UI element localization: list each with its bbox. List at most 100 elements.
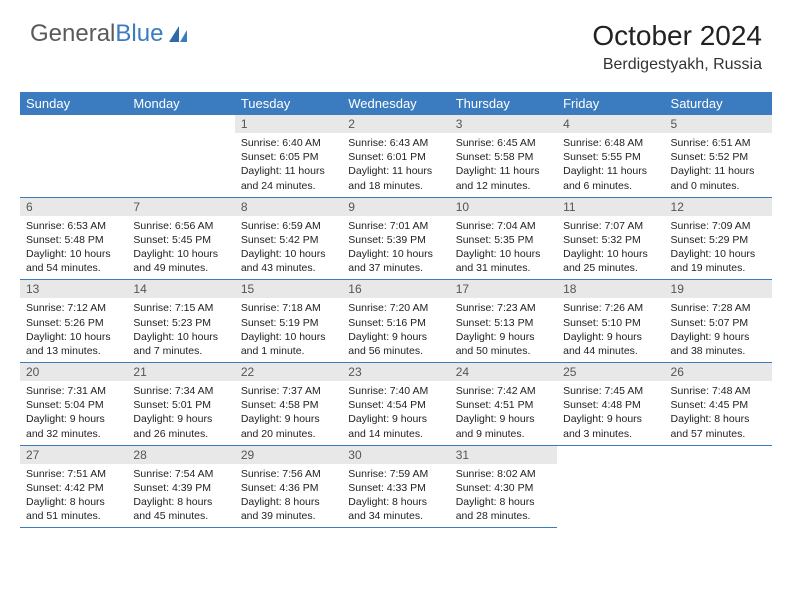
- calendar-day-cell: 28Sunrise: 7:54 AMSunset: 4:39 PMDayligh…: [127, 445, 234, 528]
- day-detail: Sunrise: 7:12 AMSunset: 5:26 PMDaylight:…: [20, 298, 127, 362]
- calendar-day-cell: 22Sunrise: 7:37 AMSunset: 4:58 PMDayligh…: [235, 363, 342, 446]
- day-detail: Sunrise: 7:56 AMSunset: 4:36 PMDaylight:…: [235, 464, 342, 528]
- day-detail: Sunrise: 7:42 AMSunset: 4:51 PMDaylight:…: [450, 381, 557, 445]
- weekday-header: Monday: [127, 92, 234, 115]
- calendar-day-cell: 29Sunrise: 7:56 AMSunset: 4:36 PMDayligh…: [235, 445, 342, 528]
- day-detail: Sunrise: 7:37 AMSunset: 4:58 PMDaylight:…: [235, 381, 342, 445]
- calendar-day-cell: 21Sunrise: 7:34 AMSunset: 5:01 PMDayligh…: [127, 363, 234, 446]
- calendar-empty-cell: [127, 115, 234, 197]
- logo-sail-icon: [167, 24, 191, 44]
- day-number: 26: [665, 363, 772, 381]
- calendar-day-cell: 18Sunrise: 7:26 AMSunset: 5:10 PMDayligh…: [557, 280, 664, 363]
- day-detail: Sunrise: 6:48 AMSunset: 5:55 PMDaylight:…: [557, 133, 664, 197]
- day-detail: Sunrise: 6:45 AMSunset: 5:58 PMDaylight:…: [450, 133, 557, 197]
- day-detail: Sunrise: 7:26 AMSunset: 5:10 PMDaylight:…: [557, 298, 664, 362]
- weekday-header: Sunday: [20, 92, 127, 115]
- day-number: 3: [450, 115, 557, 133]
- calendar-day-cell: 4Sunrise: 6:48 AMSunset: 5:55 PMDaylight…: [557, 115, 664, 197]
- calendar-week-row: 27Sunrise: 7:51 AMSunset: 4:42 PMDayligh…: [20, 445, 772, 528]
- day-number: 8: [235, 198, 342, 216]
- day-number: 28: [127, 446, 234, 464]
- calendar-body: 1Sunrise: 6:40 AMSunset: 6:05 PMDaylight…: [20, 115, 772, 528]
- calendar-day-cell: 9Sunrise: 7:01 AMSunset: 5:39 PMDaylight…: [342, 197, 449, 280]
- day-number: 16: [342, 280, 449, 298]
- calendar-day-cell: 31Sunrise: 8:02 AMSunset: 4:30 PMDayligh…: [450, 445, 557, 528]
- calendar-day-cell: 26Sunrise: 7:48 AMSunset: 4:45 PMDayligh…: [665, 363, 772, 446]
- day-number: 7: [127, 198, 234, 216]
- calendar-day-cell: 25Sunrise: 7:45 AMSunset: 4:48 PMDayligh…: [557, 363, 664, 446]
- month-title: October 2024: [592, 20, 762, 52]
- day-number: 22: [235, 363, 342, 381]
- day-number: 6: [20, 198, 127, 216]
- day-detail: Sunrise: 7:54 AMSunset: 4:39 PMDaylight:…: [127, 464, 234, 528]
- calendar-day-cell: 27Sunrise: 7:51 AMSunset: 4:42 PMDayligh…: [20, 445, 127, 528]
- weekday-header: Thursday: [450, 92, 557, 115]
- day-number: 30: [342, 446, 449, 464]
- day-detail: Sunrise: 7:07 AMSunset: 5:32 PMDaylight:…: [557, 216, 664, 280]
- day-number: 15: [235, 280, 342, 298]
- day-detail: Sunrise: 7:18 AMSunset: 5:19 PMDaylight:…: [235, 298, 342, 362]
- day-number: 4: [557, 115, 664, 133]
- weekday-header: Tuesday: [235, 92, 342, 115]
- day-detail: Sunrise: 8:02 AMSunset: 4:30 PMDaylight:…: [450, 464, 557, 528]
- day-number: 18: [557, 280, 664, 298]
- day-number: 5: [665, 115, 772, 133]
- day-number: 21: [127, 363, 234, 381]
- calendar-day-cell: 11Sunrise: 7:07 AMSunset: 5:32 PMDayligh…: [557, 197, 664, 280]
- weekday-header: Friday: [557, 92, 664, 115]
- calendar-week-row: 6Sunrise: 6:53 AMSunset: 5:48 PMDaylight…: [20, 197, 772, 280]
- calendar-day-cell: 7Sunrise: 6:56 AMSunset: 5:45 PMDaylight…: [127, 197, 234, 280]
- location: Berdigestyakh, Russia: [592, 56, 762, 74]
- day-number: 27: [20, 446, 127, 464]
- calendar-day-cell: 8Sunrise: 6:59 AMSunset: 5:42 PMDaylight…: [235, 197, 342, 280]
- calendar-day-cell: 6Sunrise: 6:53 AMSunset: 5:48 PMDaylight…: [20, 197, 127, 280]
- day-number: 23: [342, 363, 449, 381]
- calendar-day-cell: 3Sunrise: 6:45 AMSunset: 5:58 PMDaylight…: [450, 115, 557, 197]
- day-number: 9: [342, 198, 449, 216]
- weekday-header: Wednesday: [342, 92, 449, 115]
- day-detail: Sunrise: 7:20 AMSunset: 5:16 PMDaylight:…: [342, 298, 449, 362]
- calendar-empty-cell: [665, 445, 772, 528]
- day-detail: Sunrise: 6:59 AMSunset: 5:42 PMDaylight:…: [235, 216, 342, 280]
- calendar-empty-cell: [20, 115, 127, 197]
- weekday-header-row: SundayMondayTuesdayWednesdayThursdayFrid…: [20, 92, 772, 115]
- day-detail: Sunrise: 7:23 AMSunset: 5:13 PMDaylight:…: [450, 298, 557, 362]
- calendar-day-cell: 14Sunrise: 7:15 AMSunset: 5:23 PMDayligh…: [127, 280, 234, 363]
- calendar-day-cell: 16Sunrise: 7:20 AMSunset: 5:16 PMDayligh…: [342, 280, 449, 363]
- day-number: 29: [235, 446, 342, 464]
- day-number: 17: [450, 280, 557, 298]
- calendar-day-cell: 15Sunrise: 7:18 AMSunset: 5:19 PMDayligh…: [235, 280, 342, 363]
- calendar-day-cell: 23Sunrise: 7:40 AMSunset: 4:54 PMDayligh…: [342, 363, 449, 446]
- logo: GeneralBlue: [30, 20, 191, 48]
- day-detail: Sunrise: 7:45 AMSunset: 4:48 PMDaylight:…: [557, 381, 664, 445]
- calendar-day-cell: 17Sunrise: 7:23 AMSunset: 5:13 PMDayligh…: [450, 280, 557, 363]
- day-number: 13: [20, 280, 127, 298]
- day-number: 12: [665, 198, 772, 216]
- day-number: 2: [342, 115, 449, 133]
- day-detail: Sunrise: 7:40 AMSunset: 4:54 PMDaylight:…: [342, 381, 449, 445]
- day-detail: Sunrise: 7:15 AMSunset: 5:23 PMDaylight:…: [127, 298, 234, 362]
- calendar-day-cell: 10Sunrise: 7:04 AMSunset: 5:35 PMDayligh…: [450, 197, 557, 280]
- calendar-week-row: 13Sunrise: 7:12 AMSunset: 5:26 PMDayligh…: [20, 280, 772, 363]
- calendar-day-cell: 20Sunrise: 7:31 AMSunset: 5:04 PMDayligh…: [20, 363, 127, 446]
- logo-text-2: Blue: [115, 20, 163, 48]
- calendar-day-cell: 2Sunrise: 6:43 AMSunset: 6:01 PMDaylight…: [342, 115, 449, 197]
- day-detail: Sunrise: 7:09 AMSunset: 5:29 PMDaylight:…: [665, 216, 772, 280]
- logo-text-1: General: [30, 20, 115, 48]
- day-detail: Sunrise: 7:01 AMSunset: 5:39 PMDaylight:…: [342, 216, 449, 280]
- day-detail: Sunrise: 7:48 AMSunset: 4:45 PMDaylight:…: [665, 381, 772, 445]
- day-detail: Sunrise: 7:31 AMSunset: 5:04 PMDaylight:…: [20, 381, 127, 445]
- day-detail: Sunrise: 7:04 AMSunset: 5:35 PMDaylight:…: [450, 216, 557, 280]
- day-detail: Sunrise: 6:40 AMSunset: 6:05 PMDaylight:…: [235, 133, 342, 197]
- day-number: 31: [450, 446, 557, 464]
- day-detail: Sunrise: 7:34 AMSunset: 5:01 PMDaylight:…: [127, 381, 234, 445]
- day-number: 20: [20, 363, 127, 381]
- day-number: 19: [665, 280, 772, 298]
- day-number: 10: [450, 198, 557, 216]
- calendar-day-cell: 19Sunrise: 7:28 AMSunset: 5:07 PMDayligh…: [665, 280, 772, 363]
- day-number: 25: [557, 363, 664, 381]
- calendar-day-cell: 30Sunrise: 7:59 AMSunset: 4:33 PMDayligh…: [342, 445, 449, 528]
- day-detail: Sunrise: 6:53 AMSunset: 5:48 PMDaylight:…: [20, 216, 127, 280]
- day-detail: Sunrise: 7:59 AMSunset: 4:33 PMDaylight:…: [342, 464, 449, 528]
- day-number: 14: [127, 280, 234, 298]
